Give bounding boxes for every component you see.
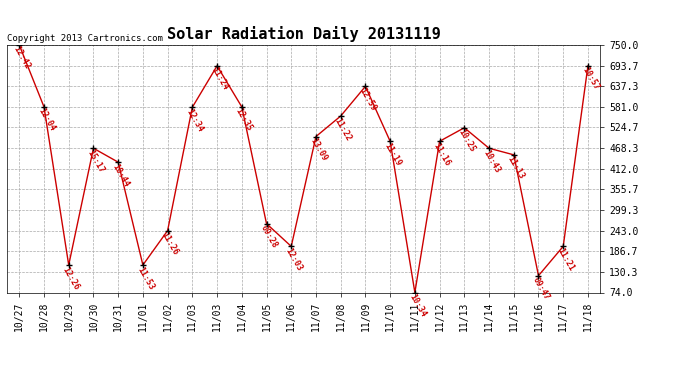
Text: 11:21: 11:21 [555,246,575,273]
Text: 11:53: 11:53 [135,265,155,291]
Text: Radiation  (W/m2): Radiation (W/m2) [513,28,604,38]
Text: 12:04: 12:04 [36,107,57,133]
Text: 10:44: 10:44 [110,162,130,188]
Text: Copyright 2013 Cartronics.com: Copyright 2013 Cartronics.com [7,33,163,42]
Text: 12:35: 12:35 [234,107,255,133]
Text: 12:26: 12:26 [61,265,81,291]
Text: 11:26: 11:26 [160,231,180,257]
Text: 10:57: 10:57 [580,66,600,92]
Text: 10:34: 10:34 [407,292,427,319]
Text: 12:42: 12:42 [12,45,32,71]
Text: 12:59: 12:59 [357,86,378,112]
Text: 12:34: 12:34 [184,107,205,134]
Text: 11:24: 11:24 [209,66,230,92]
Text: 09:47: 09:47 [531,276,551,302]
Text: 11:16: 11:16 [432,141,452,168]
Text: 11:19: 11:19 [382,141,403,168]
Text: 09:28: 09:28 [259,224,279,250]
Text: 12:03: 12:03 [284,246,304,273]
Text: 10:43: 10:43 [481,148,502,174]
Text: 15:17: 15:17 [86,148,106,174]
Text: 13:09: 13:09 [308,136,328,163]
Title: Solar Radiation Daily 20131119: Solar Radiation Daily 20131119 [167,27,440,42]
Text: 11:22: 11:22 [333,116,353,142]
Text: 11:13: 11:13 [506,155,526,181]
Text: 10:25: 10:25 [457,128,477,154]
